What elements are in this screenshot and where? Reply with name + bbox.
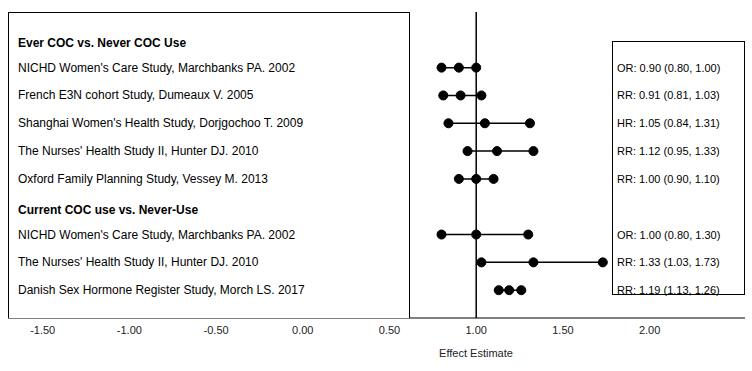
html-text:RR: 1.33 (1.03, 1.73): RR: 1.33 (1.03, 1.73)	[617, 256, 720, 269]
html-text:HR: 1.05 (0.84, 1.31): HR: 1.05 (0.84, 1.31)	[617, 117, 720, 130]
html-text:The Nurses' Health Study II, H: The Nurses' Health Study II, Hunter DJ. …	[18, 144, 259, 159]
svg-text:2.00: 2.00	[639, 324, 660, 336]
html-text:Ever COC vs. Never COC Use: Ever COC vs. Never COC Use	[18, 35, 187, 50]
svg-text:-1.00: -1.00	[117, 324, 142, 336]
svg-text:0.00: 0.00	[292, 324, 313, 336]
svg-text:-1.50: -1.50	[30, 324, 55, 336]
html-text:NICHD Women's Care Study, Marc: NICHD Women's Care Study, Marchbanks PA.…	[18, 227, 296, 242]
html-text:Shanghai Women's Health Study,: Shanghai Women's Health Study, Dorjgocho…	[18, 116, 304, 131]
svg-text:-0.50: -0.50	[204, 324, 229, 336]
html-text:RR: 0.91 (0.81, 1.03): RR: 0.91 (0.81, 1.03)	[617, 89, 720, 102]
html-text:NICHD Women's Care Study, Marc: NICHD Women's Care Study, Marchbanks PA.…	[18, 60, 296, 75]
html-text:The Nurses' Health Study II, H: The Nurses' Health Study II, Hunter DJ. …	[18, 255, 259, 270]
html-text:Danish Sex Hormone Register St: Danish Sex Hormone Register Study, Morch…	[18, 283, 305, 298]
html-text:OR: 1.00 (0.80, 1.30): OR: 1.00 (0.80, 1.30)	[617, 228, 721, 241]
html-text:Current COC use vs. Never-Use: Current COC use vs. Never-Use	[18, 202, 199, 217]
html-text:Oxford Family Planning Study,: Oxford Family Planning Study, Vessey M. …	[18, 171, 268, 186]
svg-text:1.50: 1.50	[552, 324, 573, 336]
svg-text:0.50: 0.50	[379, 324, 400, 336]
html-text:RR: 1.00 (0.90, 1.10): RR: 1.00 (0.90, 1.10)	[617, 172, 720, 185]
html-text:Effect Estimate: Effect Estimate	[439, 347, 513, 359]
svg-text:1.00: 1.00	[466, 324, 487, 336]
html-text:OR: 0.90 (0.80, 1.00): OR: 0.90 (0.80, 1.00)	[617, 61, 721, 74]
html-text:RR: 1.19 (1.13, 1.26): RR: 1.19 (1.13, 1.26)	[617, 284, 720, 297]
html-text:French E3N cohort Study, Dumea: French E3N cohort Study, Dumeaux V. 2005	[18, 88, 254, 103]
html-text:RR: 1.12 (0.95, 1.33): RR: 1.12 (0.95, 1.33)	[617, 145, 720, 158]
